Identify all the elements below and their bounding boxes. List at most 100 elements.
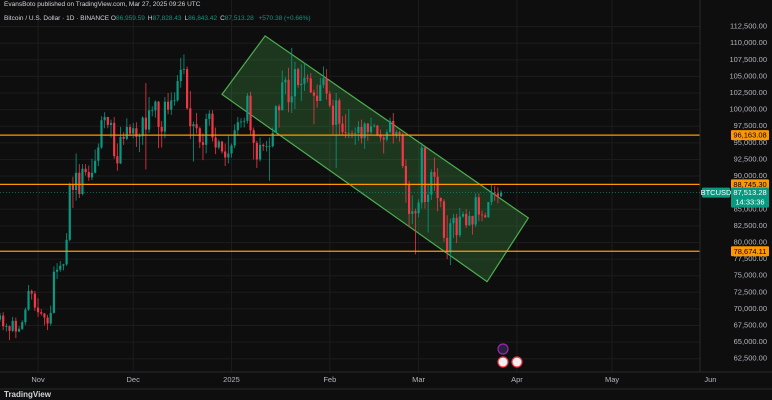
candle-body: [87, 172, 90, 178]
candle-body: [220, 141, 224, 152]
candle-body: [433, 172, 436, 177]
candle-body: [147, 110, 151, 130]
candle-body: [414, 211, 417, 214]
y-tick-label: 67,500.00: [734, 320, 767, 329]
candle-body: [160, 126, 163, 132]
candle-body: [490, 192, 493, 202]
candle-body: [249, 95, 252, 131]
candle-body: [154, 101, 157, 111]
candle-body: [335, 100, 338, 125]
y-tick-label: 62,500.00: [734, 354, 767, 363]
candle-body: [27, 290, 30, 310]
candle-body: [144, 117, 147, 130]
candle-body: [141, 117, 144, 137]
candle-body: [296, 69, 300, 86]
x-tick-label: Apr: [511, 375, 523, 384]
candle-body: [205, 118, 208, 145]
candle-body: [8, 326, 11, 331]
candle-body: [325, 78, 328, 94]
y-tick-label: 75,000.00: [734, 271, 767, 280]
author-line: EvansBoto published on TradingView.com, …: [4, 1, 201, 8]
candle-body: [21, 322, 24, 329]
candle-body: [442, 201, 446, 238]
price-box: [731, 187, 769, 208]
candle-body: [446, 237, 449, 253]
ohlc-value: 87,828.43: [152, 15, 182, 22]
brand-text: TradingView: [4, 390, 51, 399]
candle-body: [319, 85, 322, 101]
candle-body: [354, 132, 357, 134]
candle-body: [398, 132, 401, 135]
level-label: 96,163.08: [733, 131, 766, 140]
candle-body: [30, 290, 33, 294]
candle-body: [40, 312, 43, 314]
candle-body: [122, 136, 125, 139]
candle-body: [33, 293, 36, 308]
candle-body: [179, 69, 182, 82]
candle-body: [369, 126, 373, 133]
x-tick-label: Dec: [127, 375, 141, 384]
candle-body: [306, 77, 309, 79]
candle-body: [455, 217, 458, 236]
candle-body: [404, 166, 408, 185]
candle-body: [344, 132, 347, 134]
level-label-box: [731, 130, 769, 141]
x-tick-label: Jun: [704, 375, 716, 384]
candle-body: [458, 216, 461, 236]
candle-body: [281, 82, 284, 111]
candle-body: [452, 217, 455, 224]
candle-body: [84, 168, 87, 173]
candle-body: [55, 269, 59, 272]
candle-body: [192, 124, 195, 127]
candle-body: [487, 201, 490, 218]
candle-body: [417, 202, 420, 214]
candle-body: [103, 116, 106, 121]
candle-body: [366, 123, 369, 133]
candle-body: [46, 317, 49, 324]
candle-body: [287, 79, 290, 103]
candle-body: [265, 146, 268, 147]
candle-body: [382, 137, 385, 140]
candle-body: [208, 113, 211, 119]
candle-body: [274, 106, 277, 133]
candle-body: [71, 184, 75, 191]
candle-body: [97, 147, 100, 161]
candle-body: [357, 126, 360, 133]
candle-body: [49, 312, 52, 324]
countdown-label: 14:33:36: [735, 198, 764, 207]
candle-body: [436, 176, 439, 198]
candle-body: [499, 192, 503, 197]
candle-body: [78, 172, 81, 194]
candle-body: [290, 96, 293, 103]
candle-body: [376, 125, 379, 136]
y-tick-label: 82,500.00: [734, 221, 767, 230]
candle-body: [360, 126, 363, 139]
brand: TradingView: [4, 390, 51, 399]
candle-body: [331, 105, 335, 125]
candle-body: [373, 125, 376, 127]
candle-body: [0, 315, 2, 320]
candle-body: [388, 120, 392, 133]
level-label-box: [731, 246, 769, 257]
candle-body: [125, 126, 128, 139]
y-tick-label: 70,000.00: [734, 304, 767, 313]
candle-body: [427, 194, 430, 202]
candle-body: [300, 83, 303, 86]
candle-body: [214, 137, 217, 148]
candle-body: [173, 100, 176, 102]
candle-body: [24, 309, 27, 323]
candle-body: [379, 135, 382, 138]
price-label: 87,513.28: [733, 188, 766, 197]
candle-body: [119, 136, 122, 164]
candle-body: [132, 128, 135, 134]
candle-body: [284, 79, 287, 83]
candle-body: [468, 215, 471, 226]
level-label: 88,745.30: [733, 180, 766, 189]
candle-body: [151, 110, 154, 112]
candle-body: [474, 197, 477, 225]
y-tick-label: 90,000.00: [734, 171, 767, 180]
candle-body: [106, 116, 109, 125]
candle-body: [217, 141, 220, 148]
